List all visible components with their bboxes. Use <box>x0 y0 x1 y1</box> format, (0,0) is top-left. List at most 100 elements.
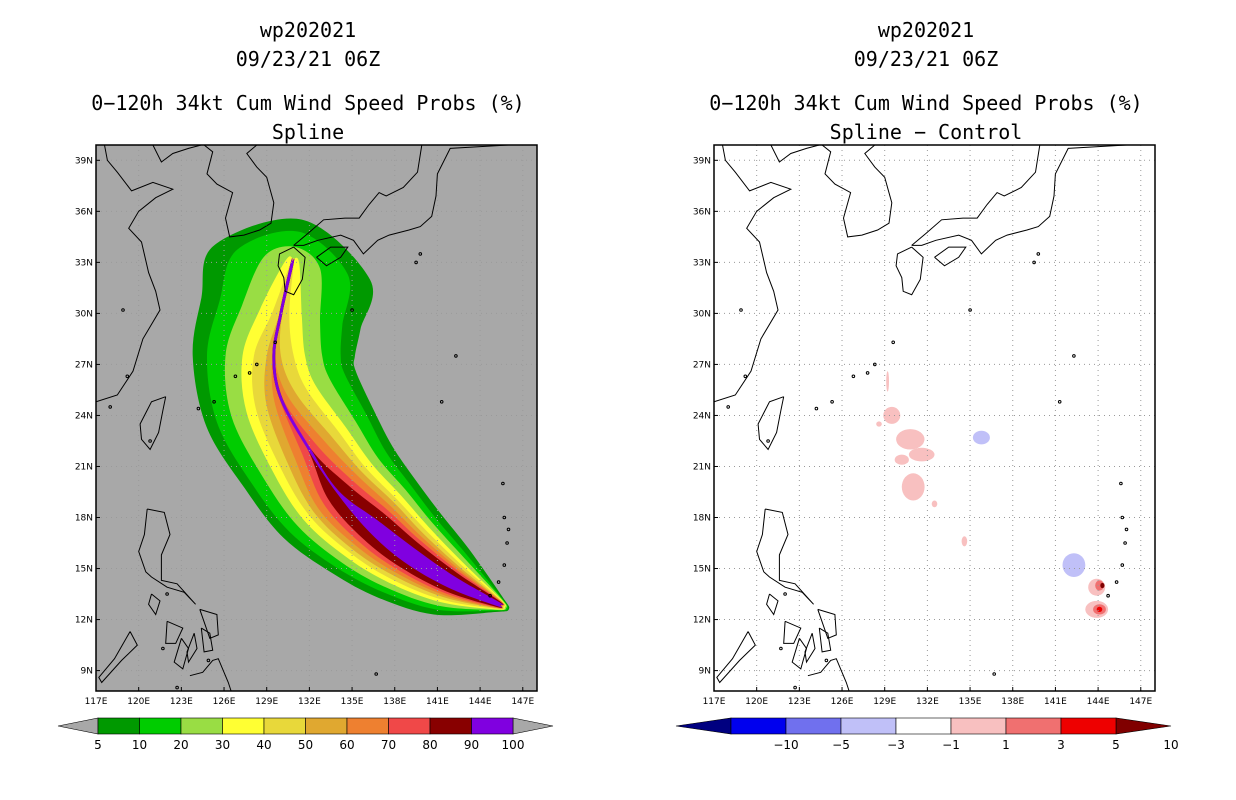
right-islet <box>814 406 819 411</box>
difference-patch <box>908 447 935 462</box>
left-islet <box>175 685 179 690</box>
right-xtick-label: 135E <box>959 697 982 707</box>
left-coastline-shikoku <box>316 246 349 267</box>
right-xtick-label: 126E <box>831 697 854 707</box>
right-islet <box>766 439 770 443</box>
left-coastline-mindoro <box>148 593 161 616</box>
right-colorbar-box <box>895 717 952 735</box>
right-coastline-luzon <box>756 508 814 605</box>
right-xtick-label: 129E <box>873 697 896 707</box>
right-coastline-kyushu <box>895 246 924 296</box>
right-colorbar-box <box>840 717 897 735</box>
right-grid <box>714 145 1155 691</box>
left-chart-subtitle: Spline <box>272 120 344 144</box>
right-islet <box>1114 580 1119 584</box>
left-islet <box>506 527 511 532</box>
difference-patch <box>901 473 925 501</box>
swath-contour-40 <box>252 258 506 610</box>
right-colorbar-under <box>675 717 732 735</box>
right-chart-title: 0−120h 34kt Cum Wind Speed Probs (%) <box>709 91 1142 115</box>
right-coastlines <box>714 145 1129 691</box>
right-xtick-label: 132E <box>916 697 939 707</box>
left-storm-id: wp202021 <box>260 18 356 42</box>
right-islet <box>793 685 797 690</box>
right-islet <box>743 374 748 379</box>
right-ytick-label: 21N <box>693 462 711 472</box>
right-coastline-negros <box>791 638 808 670</box>
left-colorbar: 5 10 20 30 40 50 60 70 80 90 100 <box>57 717 554 752</box>
right-colorbar-label: −1 <box>942 738 960 752</box>
right-islet <box>1057 400 1062 404</box>
right-islet <box>1119 481 1123 486</box>
right-islet <box>783 592 787 596</box>
left-islet <box>121 308 125 312</box>
right-colorbar-box <box>730 717 787 735</box>
left-islet <box>165 592 169 596</box>
left-colorbar-box <box>97 717 140 735</box>
left-islet <box>418 252 423 256</box>
right-colorbar-box <box>1060 717 1117 735</box>
left-grid <box>96 145 537 691</box>
left-coastline-samar <box>199 608 219 639</box>
left-islet <box>125 374 130 379</box>
left-islet <box>206 658 211 663</box>
right-colorbar-label: 10 <box>1163 738 1178 752</box>
right-plot-background <box>714 145 1155 691</box>
difference-patch <box>972 430 990 445</box>
right-coastline-samar <box>817 608 837 639</box>
left-coastline-cebu <box>186 633 198 664</box>
right-islet <box>1120 515 1125 520</box>
left-coastlines <box>96 145 511 691</box>
left-islet <box>502 515 507 520</box>
right-islet <box>891 340 896 345</box>
right-colorbar: −10 −5 −3 −1 1 3 5 10 <box>675 717 1179 752</box>
left-coastline-negros <box>173 638 190 670</box>
right-coastline-asia <box>714 145 793 403</box>
left-coastline-asia <box>96 145 175 403</box>
left-colorbar-label: 5 <box>94 738 102 752</box>
left-colorbar-label: 40 <box>256 738 271 752</box>
left-colorbar-label: 20 <box>173 738 188 752</box>
left-colorbar-label: 30 <box>215 738 230 752</box>
right-colorbar-label: 5 <box>1112 738 1120 752</box>
left-ytick-label: 39N <box>75 156 93 166</box>
right-ytick-label: 18N <box>693 514 711 524</box>
left-ytick-label: 12N <box>75 616 93 626</box>
left-xtick-label: 135E <box>341 697 364 707</box>
right-xtick-label: 141E <box>1044 697 1067 707</box>
left-islet <box>196 406 201 411</box>
left-islet <box>501 481 505 486</box>
right-islet <box>1072 354 1076 358</box>
left-coastline-honshu <box>293 145 423 246</box>
right-islet <box>824 658 829 663</box>
right-islet <box>873 362 877 367</box>
left-colorbar-box <box>263 717 306 735</box>
right-ytick-label: 39N <box>693 156 711 166</box>
right-colorbar-label: −5 <box>832 738 850 752</box>
right-ytick-label: 36N <box>693 207 711 217</box>
left-xtick-label: 141E <box>426 697 449 707</box>
right-xtick-label: 138E <box>1001 697 1024 707</box>
left-islet <box>161 646 165 651</box>
right-panel: wp202021 09/23/21 06Z 0−120h 34kt Cum Wi… <box>675 18 1179 752</box>
left-ytick-label: 30N <box>75 309 93 319</box>
right-xtick-label: 147E <box>1129 697 1152 707</box>
right-difference-field <box>876 371 1109 618</box>
left-colorbar-box <box>429 717 472 735</box>
right-islet <box>739 308 743 312</box>
left-colorbar-label: 80 <box>422 738 437 752</box>
right-datetime: 09/23/21 06Z <box>854 47 999 71</box>
left-colorbar-label: 100 <box>502 738 525 752</box>
left-ytick-label: 24N <box>75 411 93 421</box>
right-xtick-label: 144E <box>1087 697 1110 707</box>
left-islet <box>247 371 252 375</box>
left-islet <box>148 439 152 443</box>
right-colorbar-label: −10 <box>773 738 798 752</box>
left-colorbar-under <box>57 717 99 735</box>
difference-patch <box>931 500 938 508</box>
left-ytick-label: 21N <box>75 462 93 472</box>
right-coastline-honshuS <box>911 145 1127 255</box>
right-coastline-shikoku <box>934 246 967 267</box>
left-colorbar-label: 70 <box>381 738 396 752</box>
left-colorbar-box <box>346 717 389 735</box>
